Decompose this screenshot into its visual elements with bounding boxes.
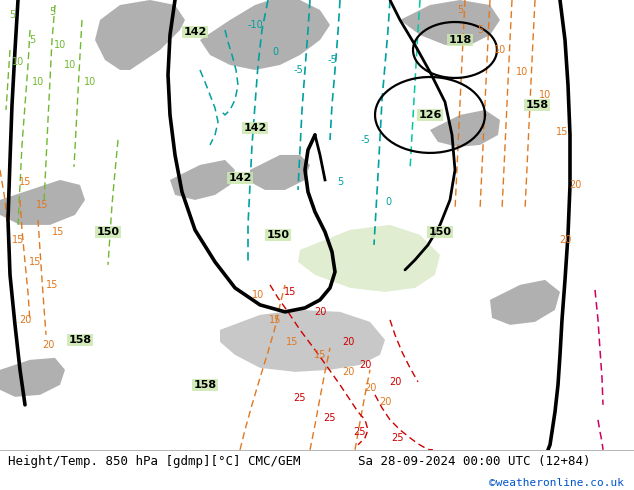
Polygon shape [170, 160, 235, 200]
Polygon shape [430, 110, 500, 147]
Text: 20: 20 [559, 235, 571, 245]
Text: 15: 15 [52, 227, 64, 237]
Polygon shape [490, 280, 560, 325]
Text: 15: 15 [46, 280, 58, 290]
Text: 20: 20 [19, 315, 31, 325]
Text: 15: 15 [556, 127, 568, 137]
Text: 20: 20 [569, 180, 581, 190]
Text: 5: 5 [49, 7, 55, 17]
Text: -5: -5 [360, 135, 370, 145]
Text: 15: 15 [286, 337, 298, 347]
Text: 20: 20 [359, 360, 371, 370]
Text: ©weatheronline.co.uk: ©weatheronline.co.uk [489, 478, 624, 488]
Polygon shape [95, 0, 185, 70]
Text: 15: 15 [19, 177, 31, 187]
Text: 5: 5 [477, 25, 483, 35]
Text: 150: 150 [266, 230, 290, 240]
Text: 158: 158 [526, 100, 548, 110]
Text: 10: 10 [494, 45, 506, 55]
Polygon shape [298, 225, 440, 292]
Text: 150: 150 [429, 227, 451, 237]
Text: 0: 0 [272, 47, 278, 57]
Text: 25: 25 [294, 393, 306, 403]
Text: 5: 5 [9, 10, 15, 20]
Text: 150: 150 [96, 227, 119, 237]
Text: 20: 20 [389, 377, 401, 387]
Text: Height/Temp. 850 hPa [gdmp][°C] CMC/GEM: Height/Temp. 850 hPa [gdmp][°C] CMC/GEM [8, 455, 300, 467]
Text: 10: 10 [516, 67, 528, 77]
Text: 15: 15 [29, 257, 41, 267]
Text: 5: 5 [457, 5, 463, 15]
Text: 10: 10 [539, 90, 551, 100]
Text: 20: 20 [364, 383, 376, 393]
Text: 158: 158 [193, 380, 217, 390]
Text: Sa 28-09-2024 00:00 UTC (12+84): Sa 28-09-2024 00:00 UTC (12+84) [358, 455, 591, 467]
Text: 20: 20 [342, 337, 354, 347]
Text: 126: 126 [418, 110, 442, 120]
Text: 142: 142 [228, 173, 252, 183]
Text: 10: 10 [252, 290, 264, 300]
Text: 118: 118 [448, 35, 472, 45]
Text: 25: 25 [354, 427, 366, 437]
Text: 10: 10 [84, 77, 96, 87]
Text: -10: -10 [247, 20, 263, 30]
Text: 0: 0 [385, 197, 391, 207]
Polygon shape [200, 0, 330, 70]
Text: 15: 15 [314, 350, 326, 360]
Text: -5: -5 [327, 55, 337, 65]
Polygon shape [0, 180, 85, 225]
Text: 20: 20 [314, 307, 326, 317]
Polygon shape [220, 310, 385, 372]
Text: 25: 25 [324, 413, 336, 423]
Text: 10: 10 [12, 57, 24, 67]
Polygon shape [0, 358, 65, 397]
Text: 15: 15 [269, 315, 281, 325]
Text: 5: 5 [337, 177, 343, 187]
Text: 158: 158 [68, 335, 91, 345]
Text: 20: 20 [42, 340, 54, 350]
Text: 15: 15 [36, 200, 48, 210]
Text: 15: 15 [12, 235, 24, 245]
Text: 10: 10 [54, 40, 66, 50]
Text: 20: 20 [378, 397, 391, 407]
Text: -5: -5 [293, 65, 303, 75]
Text: 142: 142 [243, 123, 267, 133]
Text: 25: 25 [392, 433, 404, 443]
Text: 20: 20 [342, 367, 354, 377]
Text: 5: 5 [29, 35, 35, 45]
Text: 142: 142 [183, 27, 207, 37]
Text: 15: 15 [284, 287, 296, 297]
Text: 10: 10 [32, 77, 44, 87]
Polygon shape [250, 155, 310, 190]
Text: 10: 10 [64, 60, 76, 70]
Polygon shape [400, 0, 500, 45]
